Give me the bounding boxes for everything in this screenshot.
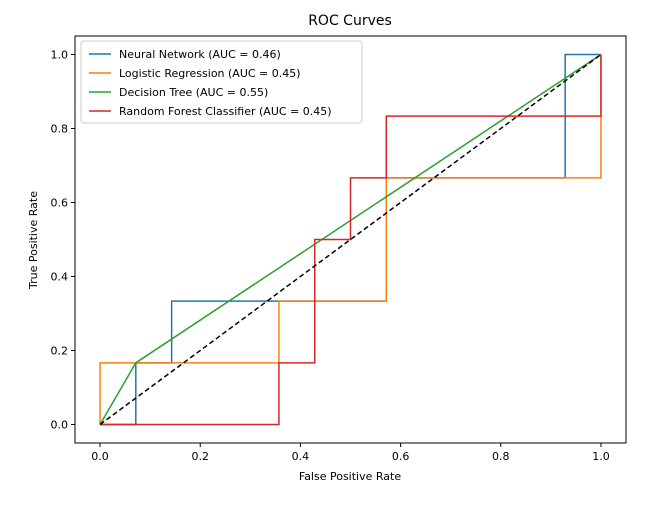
y-tick-label: 0.6 <box>51 197 69 210</box>
y-tick-label: 1.0 <box>51 49 69 62</box>
x-tick-label: 1.0 <box>592 450 610 463</box>
y-tick-label: 0.8 <box>51 123 69 136</box>
legend-entry-label: Decision Tree (AUC = 0.55) <box>119 86 268 99</box>
y-axis: 0.0 0.2 0.4 0.6 0.8 1.0 <box>51 49 75 432</box>
x-axis: 0.0 0.2 0.4 0.6 0.8 1.0 <box>91 443 610 463</box>
roc-series-line <box>99 54 602 425</box>
series-layer <box>99 53 602 426</box>
x-tick-label: 0.6 <box>392 450 410 463</box>
chart-title: ROC Curves <box>308 13 392 29</box>
x-tick-label: 0.2 <box>191 450 209 463</box>
x-tick-label: 0.0 <box>91 450 109 463</box>
legend-box <box>80 40 363 124</box>
y-tick-label: 0.2 <box>51 345 69 358</box>
roc-series-line <box>100 54 602 426</box>
legend-entry-label: Neural Network (AUC = 0.46) <box>119 48 281 61</box>
plot-frame <box>74 35 627 444</box>
y-axis-label: True Positive Rate <box>27 191 40 290</box>
legend-entry-label: Logistic Regression (AUC = 0.45) <box>119 67 301 80</box>
y-tick-label: 0.0 <box>51 419 69 432</box>
x-axis-label: False Positive Rate <box>299 470 401 483</box>
legend: Neural Network (AUC = 0.46) Logistic Regr… <box>80 40 363 124</box>
legend-entry-label: Random Forest Classifier (AUC = 0.45) <box>119 105 332 118</box>
y-tick-label: 0.4 <box>51 271 69 284</box>
x-tick-label: 0.8 <box>492 450 510 463</box>
x-tick-label: 0.4 <box>292 450 310 463</box>
roc-series-line <box>99 53 602 425</box>
